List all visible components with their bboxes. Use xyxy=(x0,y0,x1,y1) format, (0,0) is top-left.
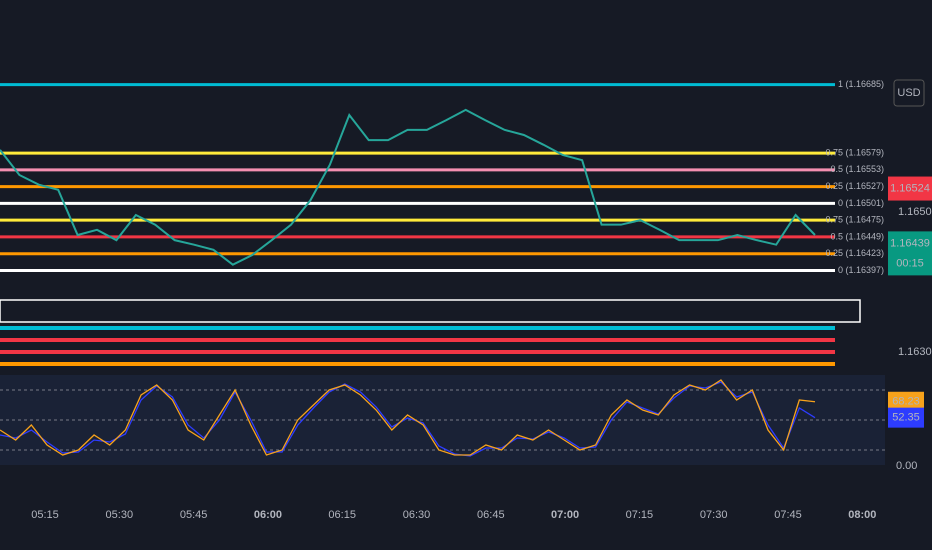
level-label: 0.75 (1.16579) xyxy=(825,147,884,157)
price-line xyxy=(0,108,816,266)
oscillator-band xyxy=(0,375,885,465)
oscillator-line xyxy=(0,379,816,456)
price-badge-label: 1.16439 xyxy=(890,237,930,249)
value-badge xyxy=(888,407,924,428)
value-badge xyxy=(888,391,924,412)
level-label: 0 (1.16501) xyxy=(838,198,884,208)
level-label: 1 (1.16685) xyxy=(838,79,884,89)
y-tick-label: 1.16500 xyxy=(898,206,932,218)
lower-box xyxy=(0,299,861,323)
x-tick-label: 05:15 xyxy=(31,509,59,521)
x-tick-label: 07:15 xyxy=(626,509,654,521)
y-tick-label: 0.00 xyxy=(896,460,917,472)
price-badge xyxy=(888,176,932,201)
x-tick-label: 05:45 xyxy=(180,509,208,521)
level-label: 0.75 (1.16475) xyxy=(825,215,884,225)
level-label: 0.5 (1.16553) xyxy=(830,164,884,174)
x-tick-label: 06:30 xyxy=(403,509,431,521)
value-badge-label: 68.23 xyxy=(892,396,920,408)
x-tick-label: 06:15 xyxy=(328,509,356,521)
level-label: 0.5 (1.16449) xyxy=(830,231,884,241)
oscillator-line xyxy=(0,381,816,457)
level-label: 0.25 (1.16527) xyxy=(825,181,884,191)
x-tick-label: 06:00 xyxy=(254,509,282,521)
value-badge-label: 52.35 xyxy=(892,412,920,424)
currency: USD xyxy=(897,87,920,99)
x-tick-label: 08:00 xyxy=(848,509,876,521)
price-badge-label: 1.16524 xyxy=(890,182,930,194)
level-label: 0.25 (1.16423) xyxy=(825,248,884,258)
x-tick-label: 07:30 xyxy=(700,509,728,521)
level-label: 0 (1.16397) xyxy=(838,265,884,275)
countdown: 00:15 xyxy=(896,257,924,269)
x-tick-label: 07:00 xyxy=(551,509,579,521)
x-tick-label: 05:30 xyxy=(106,509,134,521)
currency-box[interactable] xyxy=(893,79,925,107)
x-tick-label: 07:45 xyxy=(774,509,802,521)
price-badge xyxy=(888,231,932,276)
x-tick-label: 06:45 xyxy=(477,509,505,521)
